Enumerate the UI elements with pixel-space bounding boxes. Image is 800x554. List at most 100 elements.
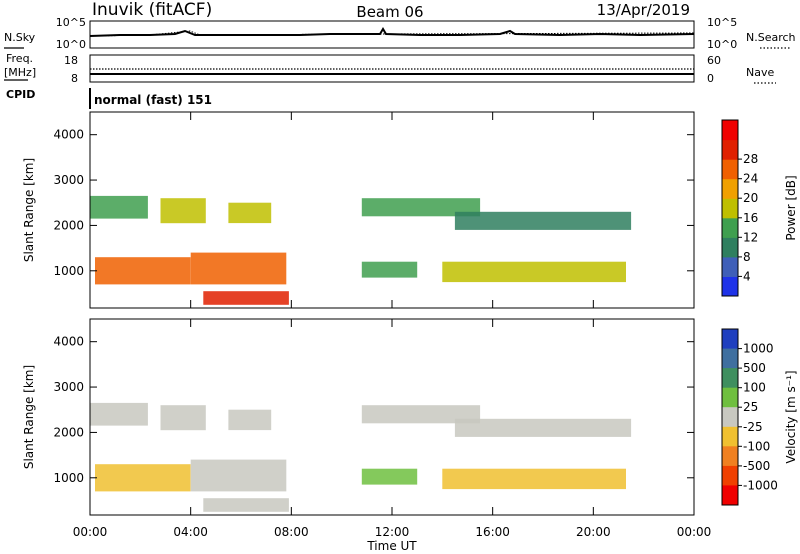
velocity-colorbar-tick-label: 500: [743, 361, 766, 375]
velocity-panel: 1000 2000 3000 4000 Slant Range [km]: [22, 318, 695, 516]
power-region: [190, 252, 287, 285]
velocity-region: [90, 402, 148, 426]
power-region: [160, 198, 206, 224]
velocity-ytick-label: 4000: [53, 335, 84, 349]
velocity-colorbar: 1000 500 100 25 -25 -100 -500 -1000 Velocity [m…: [721, 328, 798, 506]
power-yaxis: 1000 2000 3000 4000: [53, 128, 694, 278]
velocity-colorbar-tick-label: 25: [743, 400, 758, 414]
power-colorbar-tick-label: 16: [743, 211, 758, 225]
velocity-colorbar-label: Velocity [m s⁻¹]: [784, 370, 798, 463]
cpid-text: normal (fast) 151: [94, 93, 212, 107]
velocity-region: [190, 459, 287, 492]
power-colorbar-ticks: 4 8 12 16 20 24 28: [738, 152, 758, 283]
power-colorbar-tick-label: 8: [743, 250, 751, 264]
time-tick-label: 00:00: [677, 525, 712, 539]
velocity-colorbar-swatches: [722, 329, 738, 506]
velocity-colorbar-tick-label: -500: [743, 459, 770, 473]
velocity-colorbar-tick-label: -1000: [743, 478, 778, 492]
velocity-colorbar-tick-label: 1000: [743, 342, 774, 356]
velocity-ytick-label: 1000: [53, 471, 84, 485]
power-region: [361, 198, 481, 217]
power-xaxis-ticks: [89, 112, 695, 308]
power-colorbar-swatches: [722, 120, 738, 297]
velocity-ytick-label: 3000: [53, 380, 84, 394]
velocity-xaxis-ticks: [89, 319, 695, 515]
power-region: [90, 195, 148, 219]
power-ytick-label: 2000: [53, 218, 84, 232]
nsky-tick-top: 10^5: [56, 16, 86, 29]
velocity-region: [228, 409, 272, 431]
date-title: 13/Apr/2019: [597, 1, 690, 19]
nsearch-label: N.Search: [746, 31, 796, 44]
power-ytick-label: 3000: [53, 173, 84, 187]
power-colorbar-tick-label: 12: [743, 230, 758, 244]
velocity-colorbar-swatch: [722, 407, 738, 428]
nave-tick-bottom: 0: [707, 72, 714, 85]
time-tick-label: 00:00: [73, 525, 108, 539]
time-tick-label: 20:00: [576, 525, 611, 539]
freq-tick-bottom: 8: [71, 72, 78, 85]
velocity-region: [160, 405, 206, 431]
power-region: [203, 291, 289, 305]
power-colorbar-swatch: [722, 139, 738, 160]
velocity-region: [442, 468, 626, 490]
power-ytick-label: 1000: [53, 264, 84, 278]
power-colorbar-swatch: [722, 159, 738, 180]
power-region: [95, 257, 191, 285]
power-colorbar-tick-label: 20: [743, 191, 758, 205]
power-ylabel: Slant Range [km]: [22, 158, 36, 262]
velocity-colorbar-swatch: [722, 426, 738, 447]
power-colorbar-tick-label: 24: [743, 172, 758, 186]
velocity-colorbar-ticks: 1000 500 100 25 -25 -100 -500 -1000: [738, 342, 778, 492]
nsearch-tick-bottom: 10^0: [707, 38, 737, 51]
power-panel: 1000 2000 3000 4000 Slant Range [km]: [22, 111, 695, 309]
velocity-region: [361, 405, 481, 424]
velocity-heatmap: [90, 402, 632, 512]
power-colorbar-swatch: [722, 237, 738, 258]
freq-tick-top: 18: [64, 54, 78, 67]
time-axis-title: Time UT: [366, 539, 417, 553]
velocity-region: [361, 468, 418, 485]
time-tick-label: 16:00: [475, 525, 510, 539]
power-colorbar-swatch: [722, 256, 738, 277]
velocity-colorbar-swatch: [722, 446, 738, 467]
nsearch-trace: [89, 30, 695, 37]
velocity-colorbar-frame: [721, 328, 739, 506]
nsearch-tick-top: 10^5: [707, 16, 737, 29]
velocity-colorbar-swatch: [722, 368, 738, 389]
beam-title: Beam 06: [356, 3, 423, 21]
velocity-region: [203, 498, 289, 512]
velocity-colorbar-swatch: [722, 465, 738, 486]
velocity-colorbar-swatch: [722, 329, 738, 350]
velocity-colorbar-tick-label: -25: [743, 420, 763, 434]
nsky-tick-bottom: 10^0: [56, 38, 86, 51]
power-region: [361, 261, 418, 278]
power-heatmap: [90, 195, 632, 305]
power-colorbar-swatch: [722, 276, 738, 297]
nave-label: Nave: [746, 66, 774, 79]
velocity-yaxis: 1000 2000 3000 4000: [53, 335, 694, 485]
time-tick-label: 12:00: [375, 525, 410, 539]
freq-label-2: [MHz]: [4, 66, 36, 79]
power-colorbar-swatch: [722, 178, 738, 199]
cpid-label: CPID: [6, 88, 35, 101]
power-ytick-label: 4000: [53, 128, 84, 142]
station-title: Inuvik (fitACF): [92, 0, 212, 20]
power-colorbar-swatch: [722, 217, 738, 238]
power-colorbar: 4 8 12 16 20 24 28 Power [dB]: [721, 119, 798, 297]
velocity-colorbar-swatch: [722, 348, 738, 369]
power-region: [442, 261, 626, 283]
power-region: [228, 202, 272, 224]
velocity-colorbar-tick-label: 100: [743, 381, 766, 395]
time-tick-label: 08:00: [274, 525, 309, 539]
velocity-colorbar-swatch: [722, 387, 738, 408]
power-colorbar-tick-label: 28: [743, 152, 758, 166]
power-colorbar-frame: [721, 119, 739, 297]
time-tick-label: 04:00: [173, 525, 208, 539]
power-region: [454, 211, 632, 230]
velocity-region: [95, 464, 191, 492]
power-colorbar-tick-label: 4: [743, 269, 751, 283]
nsky-label: N.Sky: [4, 31, 36, 44]
freq-label-1: Freq.: [6, 52, 33, 65]
